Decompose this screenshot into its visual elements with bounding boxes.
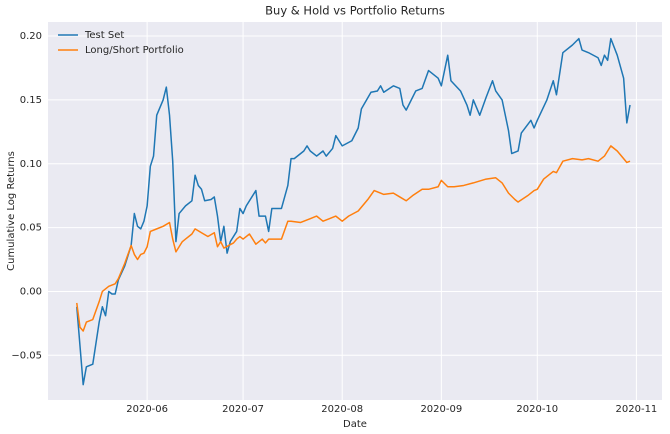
y-tick-label: −0.05 bbox=[11, 350, 42, 361]
y-tick-label: 0.20 bbox=[20, 31, 42, 42]
chart-title: Buy & Hold vs Portfolio Returns bbox=[265, 4, 445, 18]
y-tick-label: 0.15 bbox=[20, 95, 42, 106]
legend-label: Test Set bbox=[84, 30, 124, 41]
grid bbox=[48, 22, 662, 400]
x-tick-label: 2020-07 bbox=[222, 404, 264, 415]
x-axis-label: Date bbox=[343, 419, 367, 430]
x-tick-label: 2020-06 bbox=[126, 404, 168, 415]
legend: Test Set Long/Short Portfolio bbox=[58, 30, 184, 56]
x-tick-label: 2020-11 bbox=[616, 404, 658, 415]
plot-area bbox=[48, 22, 662, 400]
y-tick-label: 0.10 bbox=[20, 159, 42, 170]
x-tick-label: 2020-09 bbox=[420, 404, 462, 415]
series-line bbox=[76, 145, 631, 332]
y-axis-label: Cumulative Log Returns bbox=[6, 151, 17, 271]
x-tick-label: 2020-10 bbox=[516, 404, 558, 415]
x-tick-label: 2020-08 bbox=[321, 404, 363, 415]
y-tick-label: 0.05 bbox=[20, 223, 42, 234]
lines bbox=[76, 37, 631, 386]
y-tick-label: 0.00 bbox=[20, 286, 42, 297]
series-line bbox=[76, 37, 631, 386]
legend-label: Long/Short Portfolio bbox=[85, 45, 184, 56]
